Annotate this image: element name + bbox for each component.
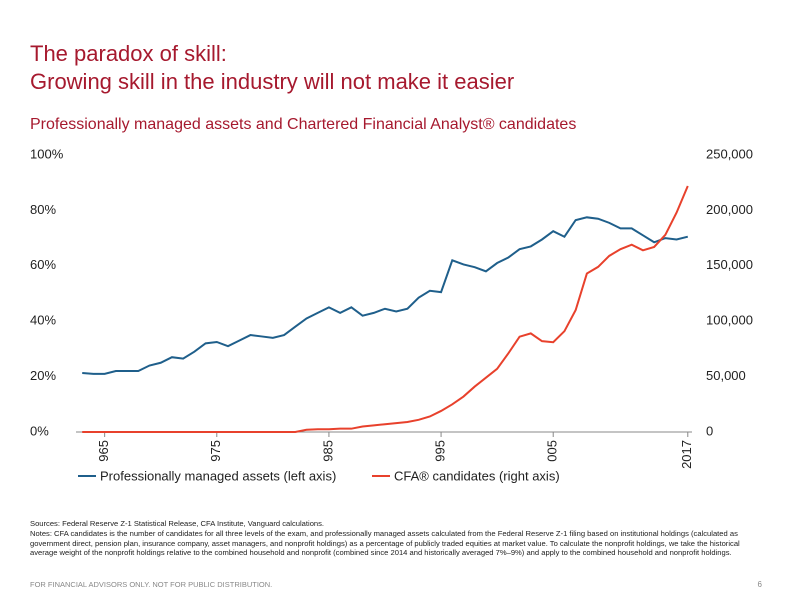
chart-subtitle: Professionally managed assets and Charte…	[30, 116, 576, 133]
legend-label: Professionally managed assets (left axis…	[100, 468, 336, 483]
page-number: 6	[758, 580, 763, 589]
y-tick-label: 20%	[30, 368, 56, 383]
x-tick-label: 2017	[679, 440, 694, 469]
y-tick-label: 60%	[30, 257, 56, 272]
x-tick-label: 005	[545, 440, 560, 462]
y2-tick-label: 150,000	[706, 257, 753, 272]
y2-tick-label: 200,000	[706, 202, 753, 217]
sources: Sources: Federal Reserve Z-1 Statistical…	[30, 519, 325, 528]
footer-disclaimer: FOR FINANCIAL ADVISORS ONLY. NOT FOR PUB…	[30, 580, 272, 589]
y2-tick-label: 50,000	[706, 368, 746, 383]
notes: Notes: CFA candidates is the number of c…	[30, 529, 740, 558]
y-tick-label: 0%	[30, 423, 49, 438]
y2-tick-label: 100,000	[706, 313, 753, 328]
y-tick-label: 40%	[30, 313, 56, 328]
series-line	[82, 216, 689, 375]
legend-label: CFA® candidates (right axis)	[394, 468, 560, 483]
y2-tick-label: 250,000	[706, 146, 753, 161]
y-tick-label: 100%	[30, 146, 64, 161]
x-tick-label: 985	[320, 440, 335, 462]
y2-tick-label: 0	[706, 423, 713, 438]
x-tick-label: 965	[96, 440, 111, 462]
x-tick-label: 995	[433, 440, 448, 462]
series-line	[82, 185, 689, 433]
x-tick-label: 975	[208, 440, 223, 462]
title-line: The paradox of skill:	[30, 41, 227, 66]
title-line: Growing skill in the industry will not m…	[30, 69, 514, 94]
y-tick-label: 80%	[30, 202, 56, 217]
